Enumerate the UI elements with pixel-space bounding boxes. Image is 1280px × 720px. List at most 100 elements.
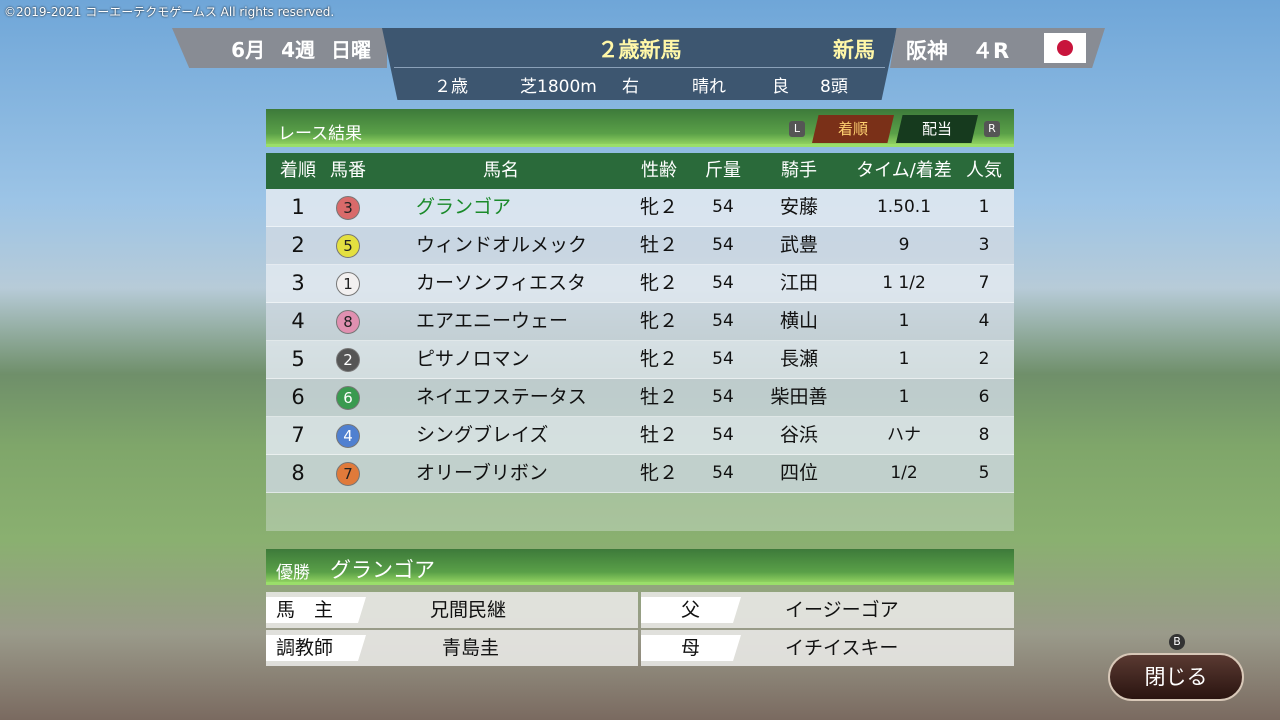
jockey: 横山 <box>779 310 818 332</box>
month: 6月 <box>231 37 266 62</box>
finish-position: 1 <box>291 195 305 219</box>
col-num: 馬番 <box>330 160 366 181</box>
horse-number-badge: 1 <box>336 272 360 296</box>
jockey: 四位 <box>779 462 818 484</box>
age-condition: ２歳 <box>434 77 468 97</box>
time-margin: 1/2 <box>890 463 918 483</box>
sex-age: 牡２ <box>639 234 678 256</box>
runners: 8頭 <box>820 77 848 97</box>
col-sexage: 性齢 <box>641 160 677 181</box>
horse-name: ピサノロマン <box>416 348 530 370</box>
dam-label: 母 <box>641 635 741 661</box>
carried-weight: 54 <box>712 387 734 407</box>
race-number: ４R <box>972 39 1010 63</box>
results-header: レース結果 L 着順 配当 R <box>266 109 1014 147</box>
horse-name: グランゴア <box>416 196 512 218</box>
japan-flag-icon <box>1044 33 1086 63</box>
sex-age: 牝２ <box>639 462 678 484</box>
sire-label: 父 <box>641 597 741 623</box>
jockey: 長瀬 <box>779 348 818 370</box>
jockey: 江田 <box>779 272 818 294</box>
copyright: ©2019-2021 コーエーテクモゲームス All rights reserv… <box>4 5 335 19</box>
horse-name: カーソンフィエスタ <box>416 272 587 294</box>
finish-position: 6 <box>291 385 305 409</box>
date-bar: 6月 4週 日曜 <box>172 28 387 68</box>
popularity: 4 <box>978 311 990 331</box>
trainer: 青島圭 <box>442 637 500 659</box>
time-margin: 1 1/2 <box>882 273 926 293</box>
owner-row: 馬 主 兄間民継 <box>266 592 638 628</box>
panel-title: レース結果 <box>278 124 363 144</box>
owner-label: 馬 主 <box>266 597 366 623</box>
popularity: 3 <box>978 235 990 255</box>
popularity: 6 <box>978 387 990 407</box>
horse-number-badge: 2 <box>336 348 360 372</box>
table-header: 着順 馬番 馬名 性齢 斤量 騎手 タイム/着差 人気 <box>266 153 1014 189</box>
l-button-icon[interactable]: L <box>789 121 805 137</box>
sex-age: 牝２ <box>639 272 678 294</box>
col-jockey: 騎手 <box>781 160 817 181</box>
sex-age: 牝２ <box>639 196 678 218</box>
finish-position: 2 <box>291 233 305 257</box>
table-row[interactable]: 8 7 オリーブリボン 牝２ 54 四位 1/2 5 <box>266 455 1014 493</box>
horse-number-badge: 5 <box>336 234 360 258</box>
sire: イージーゴア <box>785 599 899 621</box>
owner: 兄間民継 <box>430 599 507 621</box>
col-pos: 着順 <box>280 160 316 181</box>
horse-number-badge: 6 <box>336 386 360 410</box>
table-row[interactable]: 4 8 エアエニーウェー 牝２ 54 横山 1 4 <box>266 303 1014 341</box>
horse-number-badge: 7 <box>336 462 360 486</box>
venue: 阪神 <box>906 39 948 63</box>
table-row[interactable]: 6 6 ネイエフステータス 牡２ 54 柴田善 1 6 <box>266 379 1014 417</box>
weather: 晴れ <box>692 77 726 97</box>
dam-row: 母 イチイスキー <box>641 630 1014 666</box>
trainer-row: 調教師 青島圭 <box>266 630 638 666</box>
horse-number-badge: 8 <box>336 310 360 334</box>
results-table: 着順 馬番 馬名 性齢 斤量 騎手 タイム/着差 人気 1 3 グランゴア 牝２ 54 安… <box>266 153 1014 531</box>
time-margin: ハナ <box>887 425 921 445</box>
winner-name: グランゴア <box>330 558 435 582</box>
popularity: 1 <box>978 197 990 217</box>
b-button-icon: B <box>1169 634 1185 650</box>
col-weight: 斤量 <box>705 160 741 181</box>
close-button[interactable]: 閉じる <box>1108 653 1244 701</box>
surface-distance: 芝1800m <box>520 77 597 97</box>
going: 良 <box>772 77 789 97</box>
col-name: 馬名 <box>483 160 519 181</box>
carried-weight: 54 <box>712 425 734 445</box>
horse-name: シングブレイズ <box>416 424 549 446</box>
sex-age: 牡２ <box>639 386 678 408</box>
col-time: タイム/着差 <box>856 160 952 181</box>
time-margin: 1 <box>898 311 910 331</box>
race-title: ２歳新馬 <box>597 38 682 62</box>
week: 4週 <box>281 37 315 62</box>
carried-weight: 54 <box>712 463 734 483</box>
finish-position: 4 <box>291 309 305 333</box>
winner-label: 優勝 <box>276 563 310 583</box>
table-row[interactable]: 1 3 グランゴア 牝２ 54 安藤 1.50.1 1 <box>266 189 1014 227</box>
carried-weight: 54 <box>712 273 734 293</box>
popularity: 8 <box>978 425 990 445</box>
table-row[interactable]: 5 2 ピサノロマン 牝２ 54 長瀬 1 2 <box>266 341 1014 379</box>
tab-payout[interactable]: 配当 <box>896 115 978 143</box>
horse-name: ネイエフステータス <box>416 386 587 408</box>
table-row[interactable]: 3 1 カーソンフィエスタ 牝２ 54 江田 1 1/2 7 <box>266 265 1014 303</box>
horse-number-badge: 3 <box>336 196 360 220</box>
table-row[interactable]: 7 4 シングブレイズ 牡２ 54 谷浜 ハナ 8 <box>266 417 1014 455</box>
time-margin: 1 <box>898 349 910 369</box>
race-info: ２歳新馬 新馬 ２歳 芝1800m 右 晴れ 良 8頭 <box>382 28 897 100</box>
finish-position: 3 <box>291 271 305 295</box>
weekday: 日曜 <box>331 37 371 62</box>
time-margin: 9 <box>898 235 910 255</box>
sire-row: 父 イージーゴア <box>641 592 1014 628</box>
horse-name: ウィンドオルメック <box>416 234 588 256</box>
sex-age: 牝２ <box>639 310 678 332</box>
winner-header: 優勝 グランゴア <box>266 549 1014 585</box>
finish-position: 5 <box>291 347 305 371</box>
tab-finish-order[interactable]: 着順 <box>812 115 894 143</box>
popularity: 7 <box>978 273 990 293</box>
time-margin: 1 <box>898 387 910 407</box>
table-row[interactable]: 2 5 ウィンドオルメック 牡２ 54 武豊 9 3 <box>266 227 1014 265</box>
finish-position: 8 <box>291 461 305 485</box>
r-button-icon[interactable]: R <box>984 121 1000 137</box>
